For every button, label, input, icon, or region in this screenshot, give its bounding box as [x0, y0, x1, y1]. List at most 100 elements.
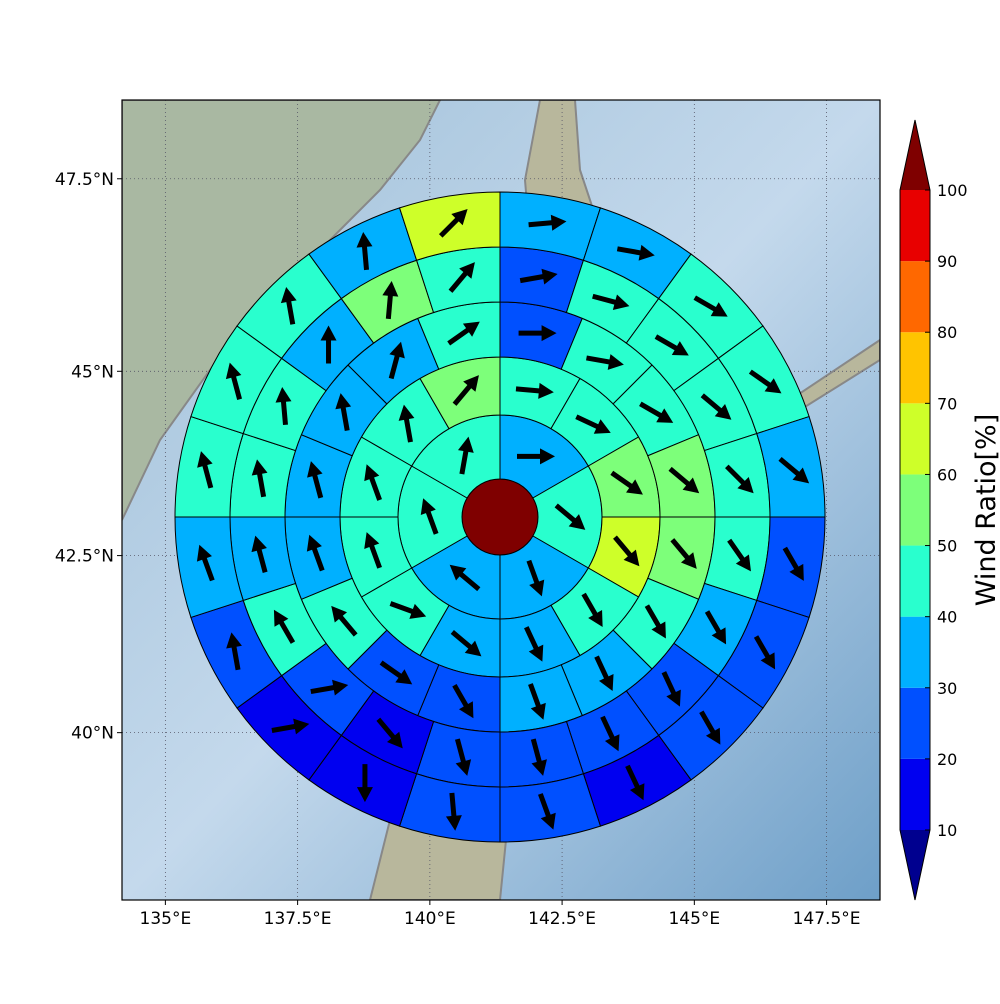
wind-arrow: [389, 601, 427, 619]
wind-arrow: [376, 717, 403, 749]
colorbar-tick-label: 70: [937, 394, 957, 413]
colorbar-tick-label: 80: [937, 323, 957, 342]
wind-arrow: [704, 610, 727, 645]
colorbar-segment: [900, 474, 930, 546]
wind-arrow: [668, 466, 700, 494]
colorbar-segment: [900, 403, 930, 475]
wind-arrow: [594, 655, 614, 692]
wind-arrow: [753, 635, 776, 670]
wind-arrow: [526, 559, 545, 597]
colorbar-under: [900, 830, 930, 900]
map-frame: [121, 99, 881, 901]
colorbar-segment: [900, 616, 930, 688]
colorbar-tick-label: 100: [937, 181, 968, 200]
wind-arrow: [271, 718, 310, 735]
wind-arrow: [616, 244, 655, 261]
x-tick-label: 140°E: [404, 909, 456, 929]
wind-arrow: [586, 354, 624, 370]
wind-arrow: [356, 232, 373, 271]
wind-arrow: [517, 448, 555, 465]
wind-arrow: [331, 605, 358, 637]
wind-arrow: [275, 386, 292, 426]
x-tick-label: 147.5°E: [793, 909, 861, 929]
wind-arrow: [592, 293, 630, 310]
wind-arrow: [320, 325, 337, 364]
colorbar-segment: [900, 261, 930, 333]
colorbar-over: [900, 120, 930, 190]
x-tick-label: 137.5°E: [264, 909, 332, 929]
wind-arrow: [379, 660, 413, 685]
wind-arrow: [454, 738, 472, 776]
wind-arrow: [528, 683, 546, 720]
y-tick-label: 42.5°N: [55, 547, 114, 567]
wind-arrow: [625, 764, 645, 801]
colorbar: 10 20 30 40 50 60 70 80 90 100: [899, 119, 968, 901]
wind-arrow: [699, 710, 721, 745]
x-tick-label: 135°E: [140, 909, 192, 929]
wind-arrow: [610, 470, 643, 495]
wind-arrow: [575, 414, 611, 434]
wind-arrow: [693, 295, 728, 317]
wind-arrow: [420, 498, 439, 535]
wind-arrow: [225, 362, 242, 400]
wind-arrow: [530, 738, 547, 776]
colorbar-segment: [900, 758, 930, 830]
colorbar-tick-label: 60: [937, 465, 957, 484]
colorbar-segment: [900, 687, 930, 759]
x-tick-label: 142.5°E: [528, 909, 596, 929]
wind-arrow: [515, 382, 554, 399]
wind-arrow: [226, 632, 242, 671]
basemap: [122, 100, 880, 900]
wind-arrow: [280, 286, 297, 325]
wind-arrow: [670, 538, 697, 569]
wind-arrow: [449, 564, 481, 592]
wind-arrow: [452, 684, 474, 719]
wind-arrow: [196, 544, 215, 582]
wind-arrow: [197, 451, 214, 489]
wind-arrow: [661, 671, 681, 707]
wind-arrow: [727, 538, 751, 572]
wind-arrow: [364, 532, 382, 569]
colorbar-tick-label: 40: [937, 608, 957, 627]
colorbar-tick-label: 50: [937, 537, 957, 556]
wind-arrow: [448, 262, 475, 293]
wind-arrow: [644, 604, 666, 639]
wind-arrow: [382, 281, 399, 320]
wind-arrow: [700, 393, 732, 420]
colorbar-tick-label: 20: [937, 750, 957, 769]
wind-arrow: [356, 764, 373, 803]
wind-arrow: [639, 401, 674, 423]
wind-arrow: [524, 626, 544, 662]
wind-arrow: [538, 793, 556, 830]
wind-arrow: [519, 268, 558, 285]
wind-arrow: [438, 209, 468, 238]
wind-arrow: [778, 456, 810, 484]
y-tick-label: 45°N: [71, 362, 114, 382]
wind-arrow: [273, 609, 296, 644]
wind-arrow: [398, 404, 415, 443]
polar-grid: [174, 191, 826, 843]
y-tick-label: 40°N: [71, 724, 114, 744]
wind-arrow: [452, 375, 479, 406]
wind-arrow: [748, 369, 782, 394]
wind-arrow: [450, 630, 482, 657]
wind-arrow: [388, 341, 405, 380]
colorbar-segment: [900, 190, 930, 262]
wind-arrows: [196, 209, 810, 831]
colorbar-segment: [900, 545, 930, 617]
wind-arrow: [528, 214, 567, 231]
wind-arrow: [518, 325, 557, 342]
x-tick-label: 145°E: [668, 909, 720, 929]
wind-arrow: [251, 459, 268, 498]
colorbar-label: Wind Ratio[%]: [971, 414, 1000, 606]
colorbar-tick-label: 10: [937, 821, 957, 840]
wind-arrow: [445, 792, 462, 831]
wind-arrow: [447, 321, 480, 346]
wind-arrow: [310, 679, 349, 696]
wind-arrow: [457, 436, 474, 475]
wind-arrow: [306, 534, 325, 572]
wind-arrow: [335, 393, 352, 431]
colorbar-tick-label: 90: [937, 252, 957, 271]
wind-arrow: [307, 461, 324, 499]
